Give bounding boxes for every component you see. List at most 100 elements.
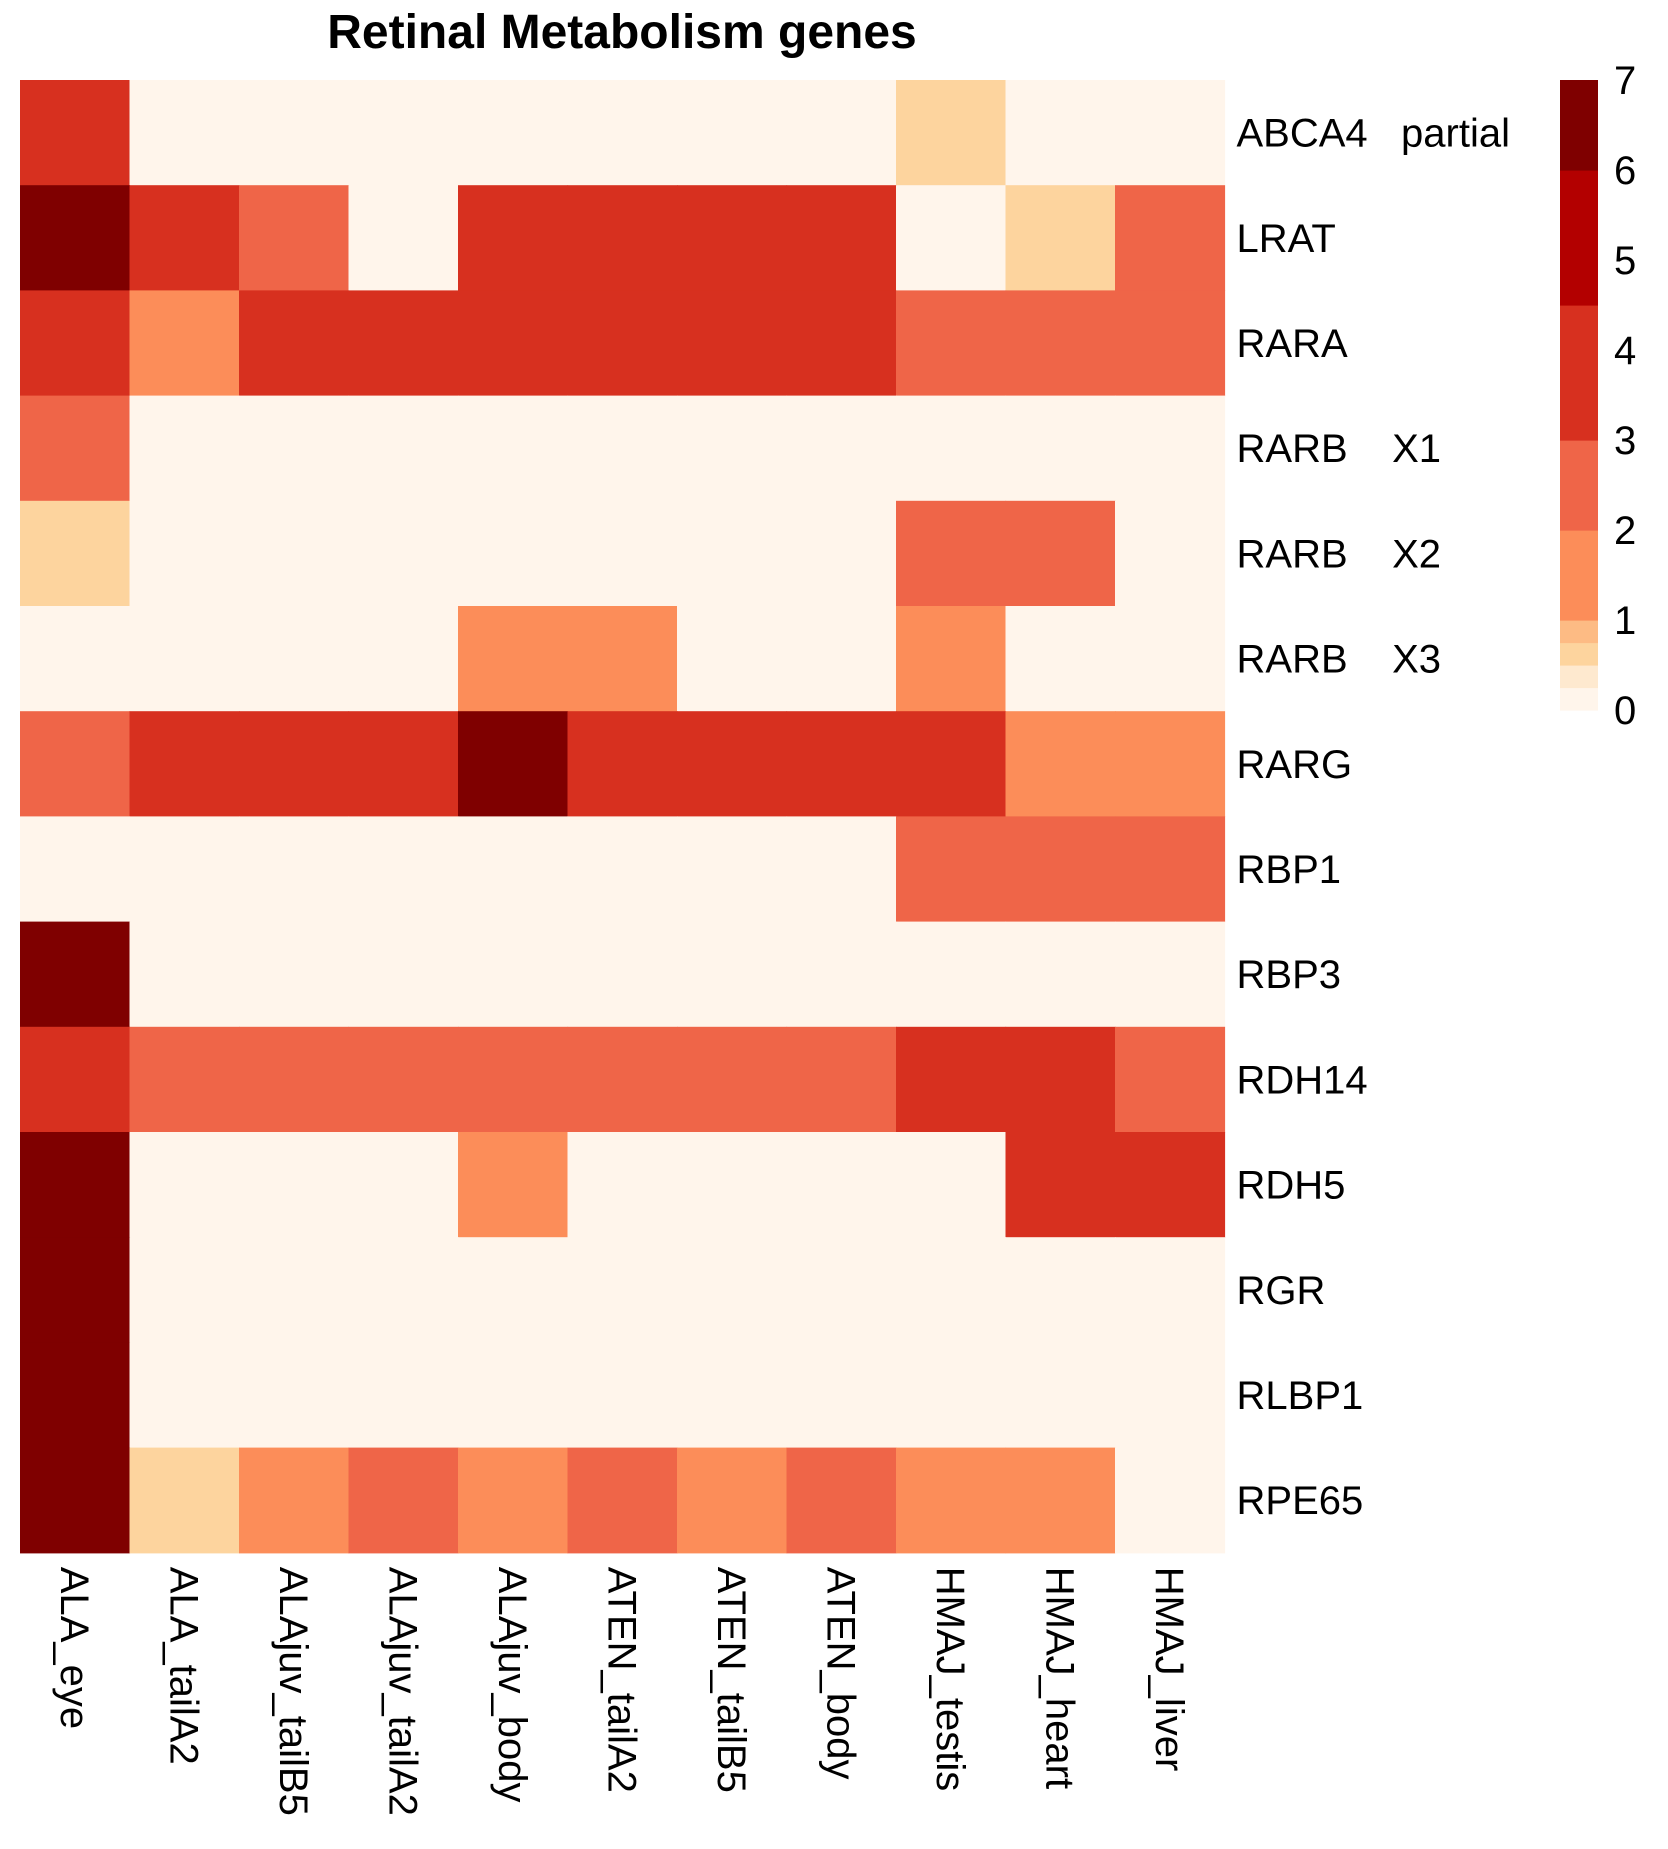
heatmap-cell-rarg-hmaj-testis: [896, 711, 1007, 817]
heatmap-cell-rarb-x3-ala-eye: [20, 606, 131, 712]
heatmap-cell-rbp3-aten-taila2: [567, 921, 678, 1028]
heatmap-cell-lrat-alajuv-tailb5: [239, 185, 350, 291]
column-labels: ALA_eye ALA_tailA2 ALAjuv_tailB5 ALAjuv_tai…: [52, 1567, 1191, 1816]
heatmap-cell-lrat-aten-tailb5: [677, 185, 788, 291]
heatmap-cell-rarb-x1-aten-tailb5: [677, 395, 788, 502]
heatmap-cell-rbp1-alajuv-tailb5: [239, 816, 350, 923]
heatmap-cell-rarb-x2-ala-taila2: [129, 500, 240, 607]
heatmap-cell-rgr-aten-body: [786, 1237, 897, 1343]
row-label-rarb-x2: RARB X2: [1237, 532, 1442, 576]
heatmap-cell-rpe65-aten-taila2: [567, 1447, 678, 1554]
heatmap-cell-rarb-x2-hmaj-liver: [1115, 500, 1226, 607]
heatmap-cell-rlbp1-alajuv-taila2: [348, 1342, 459, 1449]
heatmap-cell-rara-aten-taila2: [567, 290, 678, 397]
heatmap-cell-rbp1-hmaj-liver: [1115, 816, 1226, 923]
heatmap-cell-rarb-x3-hmaj-heart: [1005, 606, 1116, 712]
heatmap-cell-rarg-aten-body: [786, 711, 897, 817]
column-label-ala-eye: ALA_eye: [52, 1567, 96, 1729]
heatmap-cell-rdh5-hmaj-heart: [1005, 1132, 1116, 1238]
heatmap-cell-rdh14-aten-body: [786, 1026, 897, 1133]
heatmap-cell-rpe65-alajuv-body: [458, 1447, 569, 1554]
heatmap-cell-rdh5-alajuv-taila2: [348, 1132, 459, 1238]
heatmap-cell-lrat-alajuv-taila2: [348, 185, 459, 291]
heatmap-cell-rarb-x1-hmaj-liver: [1115, 395, 1226, 502]
heatmap-cell-rarb-x2-ala-eye: [20, 500, 131, 607]
heatmap-cell-rbp1-aten-taila2: [567, 816, 678, 923]
row-label-lrat: LRAT: [1237, 217, 1336, 261]
row-label-rarb-x3: RARB X3: [1237, 638, 1442, 682]
heatmap-cell-rdh14-aten-tailb5: [677, 1026, 788, 1133]
column-label-aten-body: ATEN_body: [818, 1567, 862, 1780]
row-label-rlbp1: RLBP1: [1237, 1374, 1364, 1418]
row-label-rgr: RGR: [1237, 1269, 1326, 1313]
heatmap-cell-abca4-partial-alajuv-tailb5: [239, 80, 350, 186]
legend-tick-4: 4: [1614, 329, 1636, 373]
heatmap-cell-rgr-hmaj-testis: [896, 1237, 1007, 1343]
legend-swatch-8: [1560, 80, 1598, 171]
heatmap-cell-rarb-x3-hmaj-testis: [896, 606, 1007, 712]
heatmap-cell-abca4-partial-alajuv-taila2: [348, 80, 459, 186]
heatmap-cell-rdh14-alajuv-taila2: [348, 1026, 459, 1133]
heatmap-cell-rdh5-aten-body: [786, 1132, 897, 1238]
heatmap-cell-rara-aten-body: [786, 290, 897, 397]
legend-swatch-4: [1560, 530, 1598, 621]
column-label-hmaj-liver: HMAJ_liver: [1147, 1567, 1191, 1771]
heatmap-cell-rarg-aten-tailb5: [677, 711, 788, 817]
heatmap-cell-rdh14-ala-eye: [20, 1026, 131, 1133]
heatmap-cell-rdh5-aten-taila2: [567, 1132, 678, 1238]
heatmap-cell-rarb-x1-alajuv-tailb5: [239, 395, 350, 502]
heatmap-cell-rgr-alajuv-taila2: [348, 1237, 459, 1343]
heatmap-cell-lrat-hmaj-liver: [1115, 185, 1226, 291]
heatmap-cell-rbp1-aten-tailb5: [677, 816, 788, 923]
heatmap-cell-rbp3-hmaj-testis: [896, 921, 1007, 1028]
heatmap-cell-lrat-ala-taila2: [129, 185, 240, 291]
heatmap-cell-rarg-ala-taila2: [129, 711, 240, 817]
heatmap-cell-rarb-x3-alajuv-body: [458, 606, 569, 712]
legend-tick-3: 3: [1614, 419, 1636, 463]
heatmap-cell-rarg-alajuv-taila2: [348, 711, 459, 817]
legend-tick-7: 7: [1614, 59, 1636, 103]
row-label-abca4-partial: ABCA4 partial: [1237, 112, 1510, 156]
legend-tick-0: 0: [1614, 689, 1636, 733]
heatmap-cell-rarb-x1-hmaj-testis: [896, 395, 1007, 502]
heatmap-cell-rarb-x2-hmaj-testis: [896, 500, 1007, 607]
legend-swatch-6: [1560, 305, 1598, 441]
heatmap-cell-lrat-hmaj-heart: [1005, 185, 1116, 291]
legend-swatch-5: [1560, 440, 1598, 531]
heatmap-cell-rarb-x1-hmaj-heart: [1005, 395, 1116, 502]
heatmap-cell-rbp3-alajuv-taila2: [348, 921, 459, 1028]
heatmap-cell-rbp3-ala-taila2: [129, 921, 240, 1028]
heatmap-cell-rarb-x1-ala-eye: [20, 395, 131, 502]
heatmap-cell-rarg-alajuv-body: [458, 711, 569, 817]
heatmap-cell-abca4-partial-ala-eye: [20, 80, 131, 186]
column-label-alajuv-body: ALAjuv_body: [490, 1567, 534, 1803]
heatmap-cell-abca4-partial-aten-tailb5: [677, 80, 788, 186]
heatmap-cell-rdh5-ala-eye: [20, 1132, 131, 1238]
heatmap-cell-rbp3-hmaj-liver: [1115, 921, 1226, 1028]
heatmap-cell-rarb-x2-aten-tailb5: [677, 500, 788, 607]
heatmap-cell-rpe65-aten-body: [786, 1447, 897, 1554]
heatmap-cell-rbp1-alajuv-taila2: [348, 816, 459, 923]
heatmap-cell-rpe65-alajuv-tailb5: [239, 1447, 350, 1554]
heatmap-cell-rbp1-ala-taila2: [129, 816, 240, 923]
heatmap-cell-rdh14-ala-taila2: [129, 1026, 240, 1133]
heatmap-cell-rarb-x2-alajuv-body: [458, 500, 569, 607]
heatmap-cell-rarg-alajuv-tailb5: [239, 711, 350, 817]
legend-swatch-0: [1560, 687, 1598, 711]
row-label-rdh14: RDH14: [1237, 1058, 1368, 1102]
heatmap-cell-rgr-hmaj-heart: [1005, 1237, 1116, 1343]
heatmap-cell-rgr-aten-tailb5: [677, 1237, 788, 1343]
heatmap-cell-rpe65-hmaj-liver: [1115, 1447, 1226, 1554]
heatmap-cell-rdh14-hmaj-testis: [896, 1026, 1007, 1133]
heatmap-cell-rlbp1-aten-tailb5: [677, 1342, 788, 1449]
heatmap-cell-rpe65-ala-eye: [20, 1447, 131, 1554]
heatmap-cell-rara-alajuv-taila2: [348, 290, 459, 397]
heatmap-cell-rlbp1-ala-eye: [20, 1342, 131, 1449]
heatmap-cell-rlbp1-alajuv-tailb5: [239, 1342, 350, 1449]
heatmap-cell-rarg-hmaj-liver: [1115, 711, 1226, 817]
heatmap-cell-rara-ala-eye: [20, 290, 131, 397]
heatmap-cell-rdh14-alajuv-body: [458, 1026, 569, 1133]
heatmap-cell-rpe65-aten-tailb5: [677, 1447, 788, 1554]
chart-title: Retinal Metabolism genes: [327, 6, 916, 59]
